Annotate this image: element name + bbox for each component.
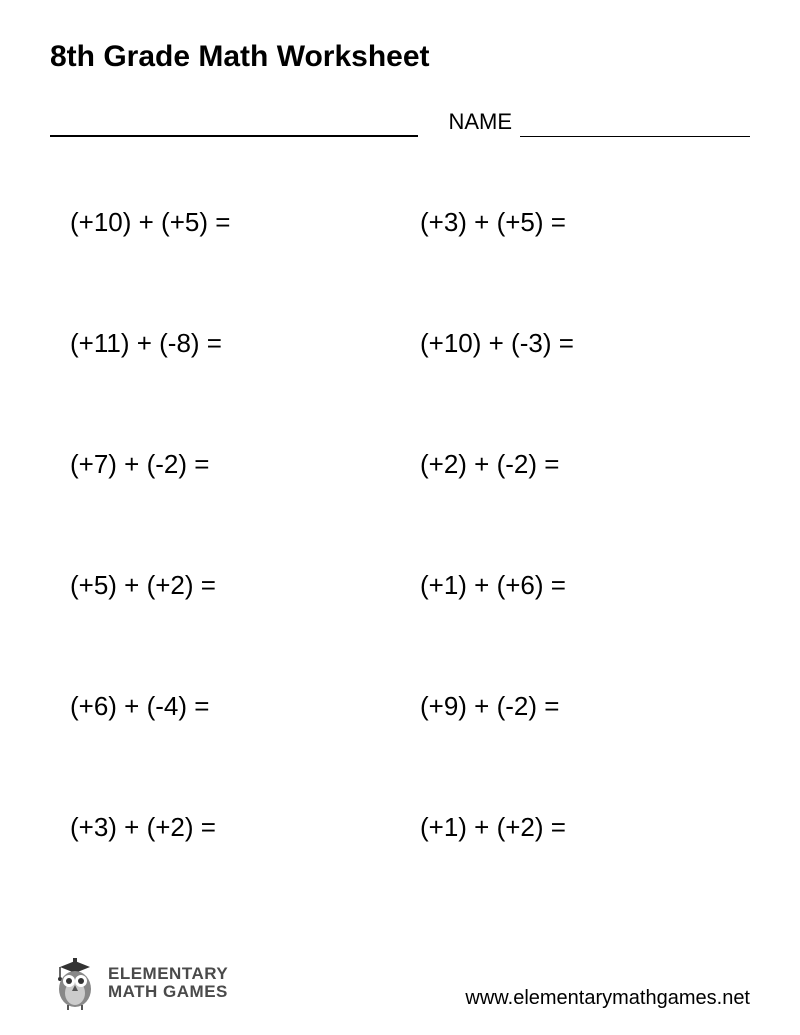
owl-icon	[50, 955, 100, 1010]
problem-10: (+9) + (-2) =	[420, 691, 730, 722]
website-url: www.elementarymathgames.net	[465, 987, 750, 1010]
problem-9: (+6) + (-4) =	[70, 691, 380, 722]
logo-line2: MATH GAMES	[108, 983, 228, 1001]
problem-6: (+2) + (-2) =	[420, 449, 730, 480]
logo-line1: ELEMENTARY	[108, 965, 228, 983]
problems-grid: (+10) + (+5) = (+3) + (+5) = (+11) + (-8…	[50, 207, 750, 843]
problem-1: (+10) + (+5) =	[70, 207, 380, 238]
problem-2: (+3) + (+5) =	[420, 207, 730, 238]
problem-7: (+5) + (+2) =	[70, 570, 380, 601]
problem-8: (+1) + (+6) =	[420, 570, 730, 601]
name-input-line[interactable]	[520, 115, 750, 137]
problem-11: (+3) + (+2) =	[70, 812, 380, 843]
footer: ELEMENTARY MATH GAMES www.elementarymath…	[0, 955, 800, 1010]
logo: ELEMENTARY MATH GAMES	[50, 955, 228, 1010]
worksheet-title: 8th Grade Math Worksheet	[50, 40, 750, 74]
name-row: NAME	[50, 109, 750, 137]
problem-3: (+11) + (-8) =	[70, 328, 380, 359]
problem-12: (+1) + (+2) =	[420, 812, 730, 843]
problem-5: (+7) + (-2) =	[70, 449, 380, 480]
logo-text: ELEMENTARY MATH GAMES	[108, 965, 228, 1001]
name-label: NAME	[448, 109, 512, 137]
problem-4: (+10) + (-3) =	[420, 328, 730, 359]
title-underline	[50, 135, 418, 137]
